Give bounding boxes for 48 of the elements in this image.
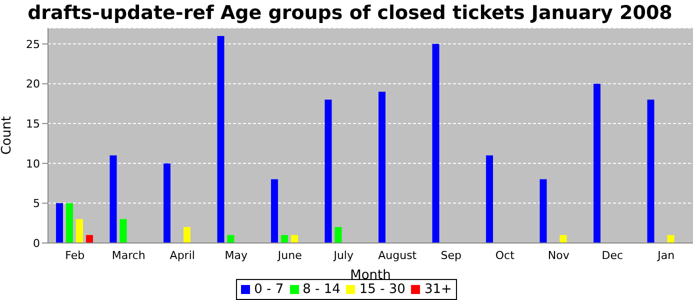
- y-axis-title: Count: [0, 116, 15, 155]
- y-tick-label: 10: [26, 157, 40, 170]
- bar: [540, 179, 547, 243]
- x-tick-label: March: [112, 248, 146, 262]
- x-tick-label: Nov: [548, 248, 570, 262]
- bar: [217, 36, 224, 243]
- x-tick-label: Sep: [440, 248, 462, 262]
- bar: [227, 235, 234, 243]
- x-axis-title: Month: [350, 268, 391, 283]
- x-tick-label: Oct: [495, 248, 516, 262]
- bar: [560, 235, 567, 243]
- legend-label: 0 - 7: [254, 282, 284, 297]
- bar: [432, 44, 440, 243]
- x-tick-label: May: [224, 248, 248, 262]
- y-tick-label: 5: [33, 197, 40, 210]
- bar: [647, 100, 654, 243]
- bar: [271, 179, 278, 243]
- bar: [110, 155, 117, 243]
- bar: [667, 235, 674, 243]
- x-tick-label: June: [276, 248, 302, 262]
- y-tick-label: 0: [33, 236, 40, 250]
- bar: [184, 227, 190, 243]
- legend-label: 15 - 30: [359, 282, 406, 297]
- x-tick-label: August: [378, 248, 418, 262]
- bar: [291, 235, 298, 243]
- x-tick-label: Feb: [65, 248, 85, 262]
- bar: [120, 219, 127, 243]
- bar: [56, 203, 63, 243]
- bar: [594, 84, 600, 243]
- bar: [486, 155, 493, 243]
- x-tick-label: April: [170, 248, 195, 262]
- x-tick-label: Dec: [602, 248, 624, 262]
- bar: [86, 235, 93, 243]
- bar: [378, 92, 386, 243]
- x-tick-label: July: [332, 248, 354, 262]
- bar: [164, 163, 170, 243]
- x-tick-label: Jan: [656, 248, 675, 262]
- bar: [324, 100, 332, 243]
- y-tick-label: 25: [26, 38, 40, 51]
- bar: [334, 227, 342, 243]
- y-tick-label: 20: [26, 78, 40, 91]
- bar: [281, 235, 288, 243]
- legend-label: 31+: [424, 282, 452, 297]
- legend-label: 8 - 14: [302, 282, 340, 297]
- chart-title: drafts-update-ref Age groups of closed tickets January 2008: [26, 1, 674, 26]
- bar: [76, 219, 83, 243]
- bar: [66, 203, 73, 243]
- y-tick-label: 15: [26, 117, 40, 130]
